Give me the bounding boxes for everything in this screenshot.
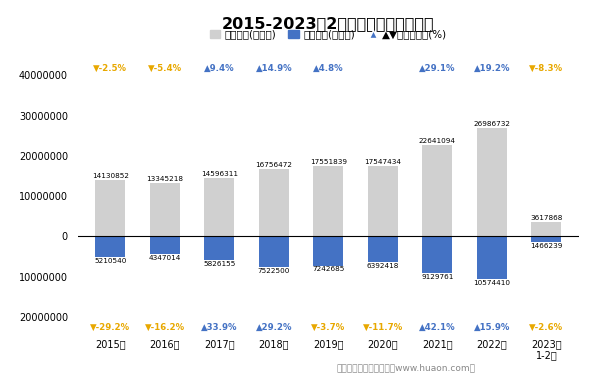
Text: ▲15.9%: ▲15.9% xyxy=(473,323,510,332)
Bar xyxy=(368,236,398,262)
Text: ▼-2.6%: ▼-2.6% xyxy=(530,323,564,332)
Text: ▲29.1%: ▲29.1% xyxy=(419,64,456,73)
Text: 17551839: 17551839 xyxy=(310,159,347,165)
Text: 26986732: 26986732 xyxy=(473,121,510,127)
Bar xyxy=(477,128,507,236)
Bar xyxy=(96,180,125,236)
Text: ▲42.1%: ▲42.1% xyxy=(419,323,456,332)
Bar xyxy=(96,236,125,257)
Text: 14130852: 14130852 xyxy=(92,173,129,179)
Text: ▼-2.5%: ▼-2.5% xyxy=(93,64,127,73)
Text: 7242685: 7242685 xyxy=(312,266,344,273)
Bar xyxy=(259,169,289,236)
Text: 14596311: 14596311 xyxy=(201,171,238,177)
Bar xyxy=(531,236,561,242)
Text: 5210540: 5210540 xyxy=(94,258,127,264)
Text: 13345218: 13345218 xyxy=(146,176,183,182)
Text: 9129761: 9129761 xyxy=(421,274,454,280)
Bar xyxy=(313,236,343,266)
Text: ▼-29.2%: ▼-29.2% xyxy=(90,323,130,332)
Text: ▼-16.2%: ▼-16.2% xyxy=(144,323,185,332)
Text: 17547434: 17547434 xyxy=(364,159,401,165)
Bar xyxy=(259,236,289,267)
Text: 5826155: 5826155 xyxy=(203,261,236,267)
Bar xyxy=(313,166,343,236)
Text: 制图：华经产业研究院（www.huaon.com）: 制图：华经产业研究院（www.huaon.com） xyxy=(337,363,475,372)
Text: ▼-8.3%: ▼-8.3% xyxy=(530,64,564,73)
Text: ▲4.8%: ▲4.8% xyxy=(313,64,344,73)
Text: 3617868: 3617868 xyxy=(530,215,562,221)
Bar xyxy=(204,178,234,236)
Text: ▲29.2%: ▲29.2% xyxy=(256,323,292,332)
Text: ▲9.4%: ▲9.4% xyxy=(204,64,235,73)
Text: ▲14.9%: ▲14.9% xyxy=(256,64,292,73)
Text: 22641094: 22641094 xyxy=(419,138,456,144)
Text: 4347014: 4347014 xyxy=(149,255,181,261)
Text: ▼-11.7%: ▼-11.7% xyxy=(363,323,403,332)
Bar xyxy=(423,236,453,273)
Bar xyxy=(150,236,180,254)
Bar xyxy=(477,236,507,279)
Bar xyxy=(204,236,234,260)
Bar xyxy=(531,222,561,236)
Text: 10574410: 10574410 xyxy=(473,280,510,286)
Text: ▲19.2%: ▲19.2% xyxy=(473,64,510,73)
Text: ▼-3.7%: ▼-3.7% xyxy=(311,323,346,332)
Text: 7522500: 7522500 xyxy=(258,267,290,274)
Text: 6392418: 6392418 xyxy=(367,263,399,269)
Title: 2015-2023年2月宁波海关进、出口额: 2015-2023年2月宁波海关进、出口额 xyxy=(222,16,435,31)
Text: 1466239: 1466239 xyxy=(530,243,562,249)
Text: 16756472: 16756472 xyxy=(256,162,293,168)
Bar xyxy=(150,183,180,236)
Bar xyxy=(423,145,453,236)
Legend: 出口总额(万美元), 进口总额(万美元), ▲▼同比增长率(%): 出口总额(万美元), 进口总额(万美元), ▲▼同比增长率(%) xyxy=(205,25,451,44)
Bar xyxy=(368,166,398,236)
Text: ▲33.9%: ▲33.9% xyxy=(201,323,238,332)
Text: ▼-5.4%: ▼-5.4% xyxy=(148,64,182,73)
